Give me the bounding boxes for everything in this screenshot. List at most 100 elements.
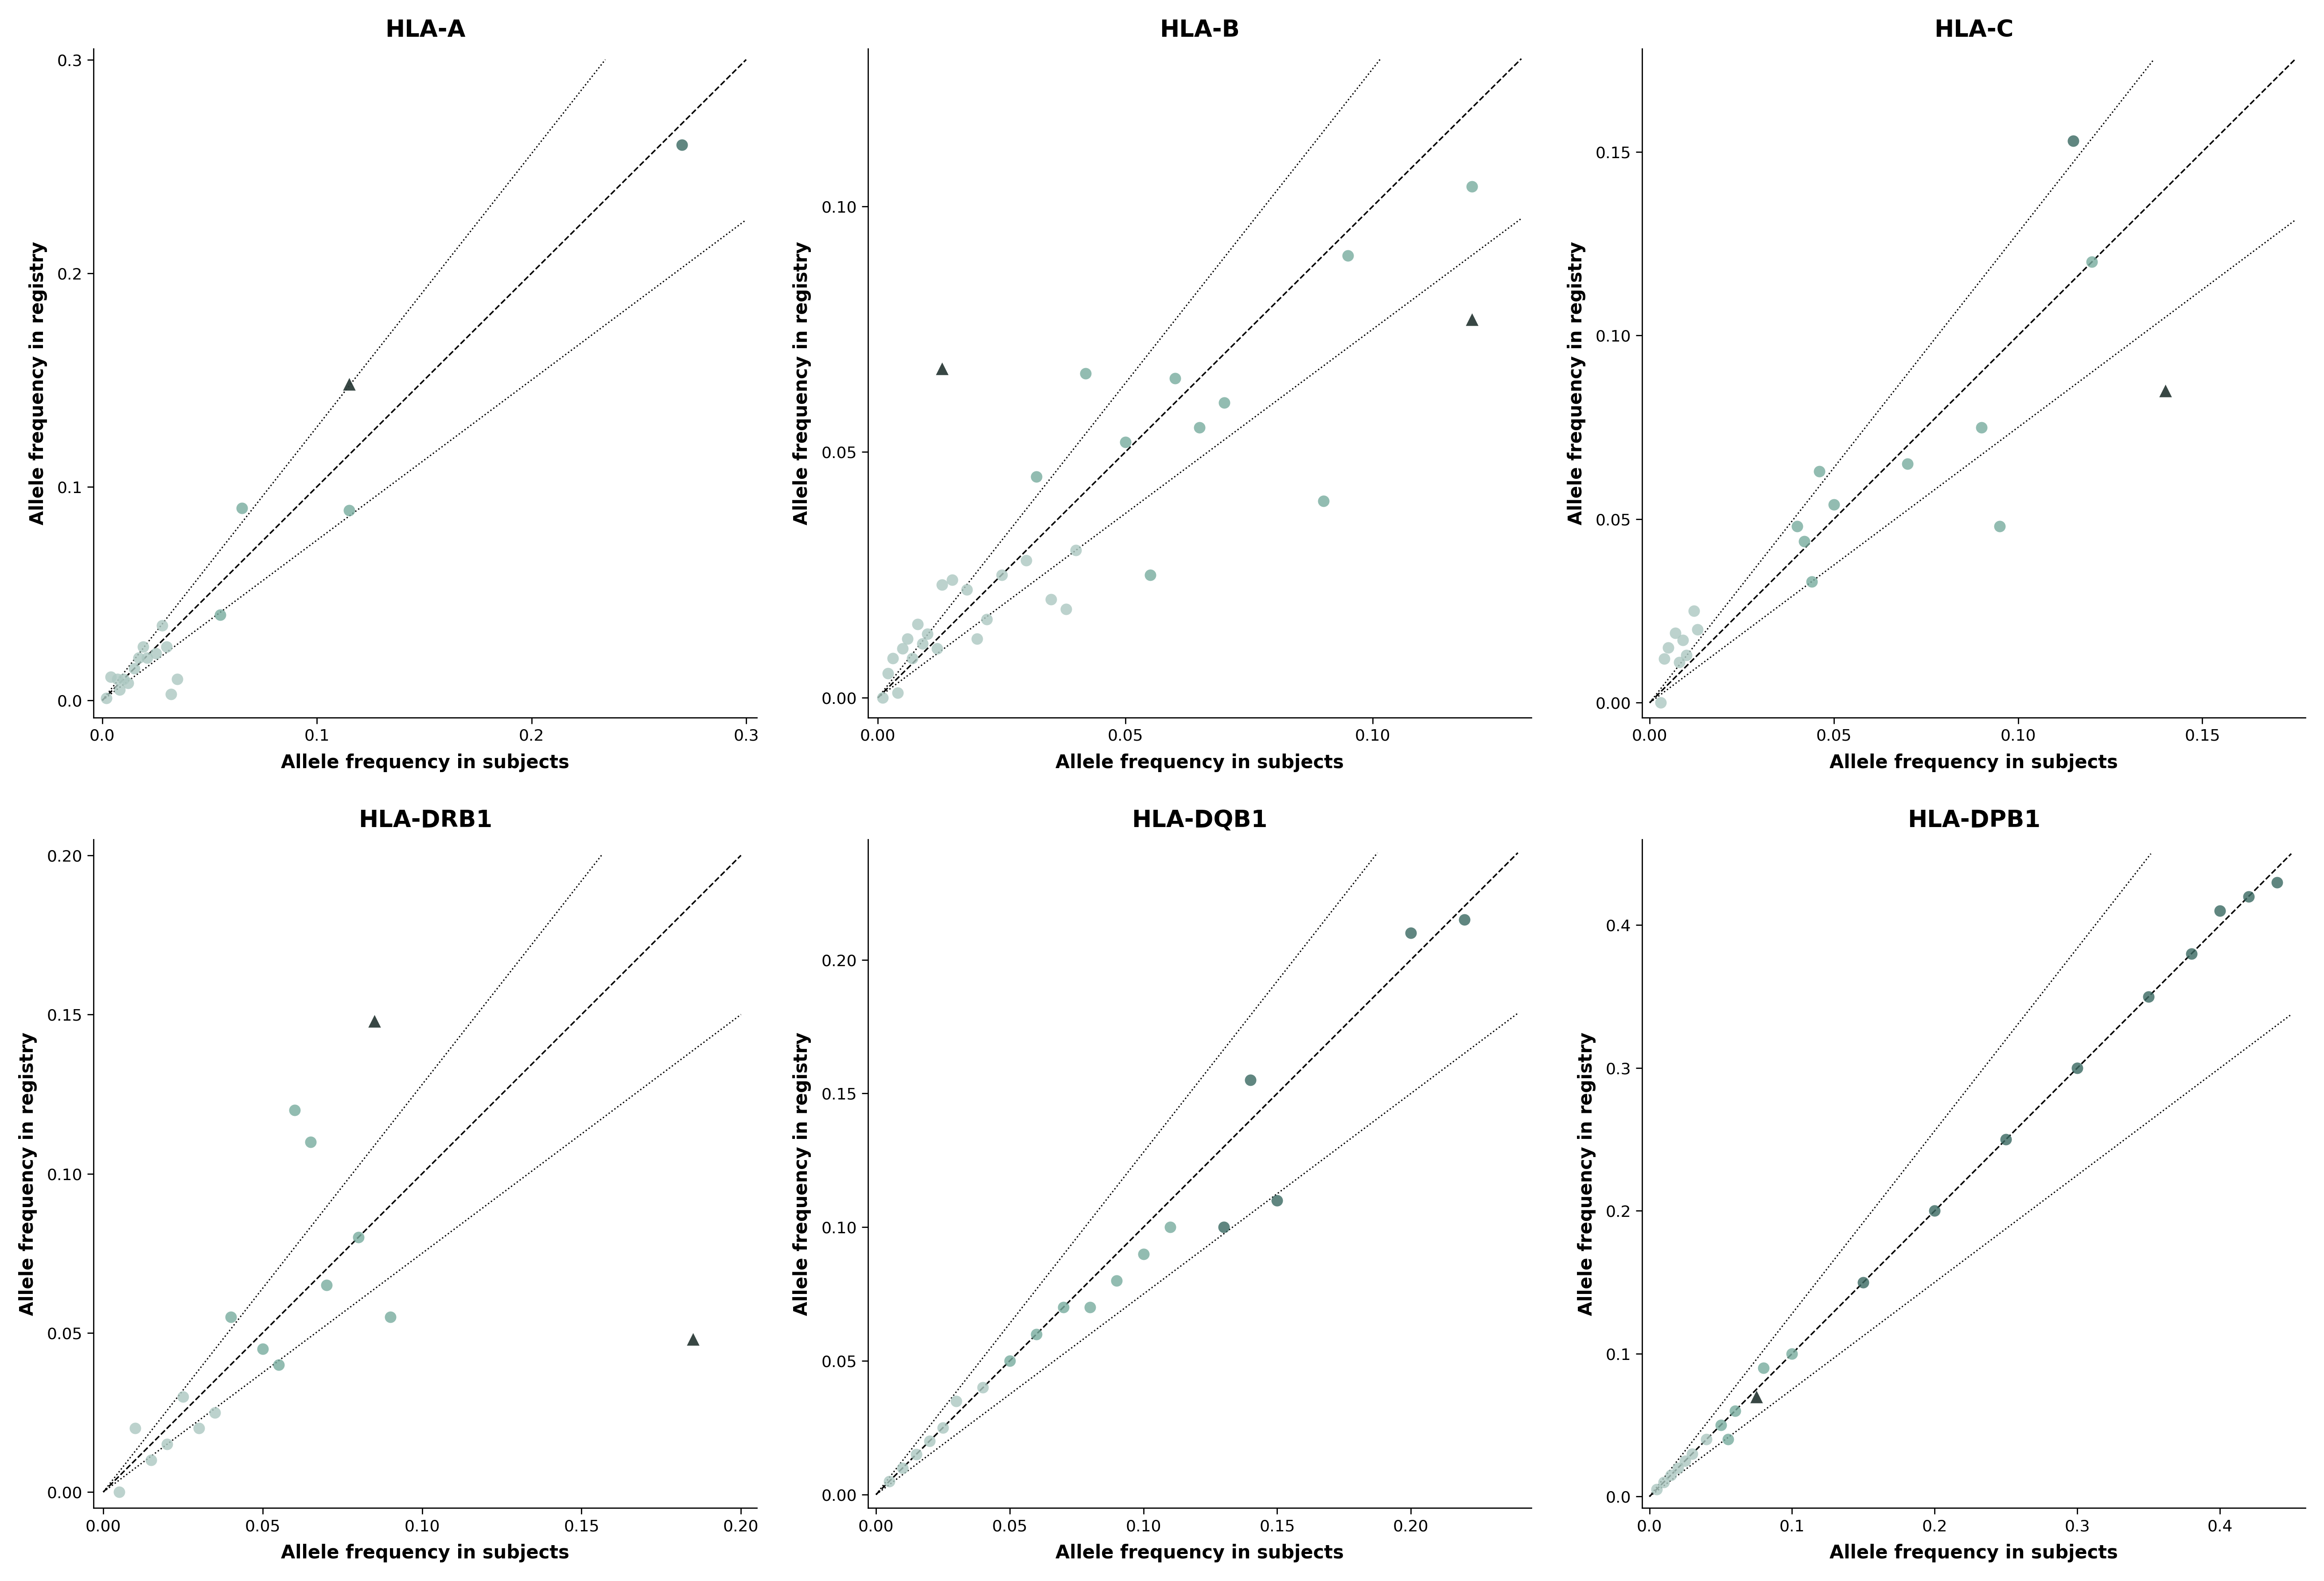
Point: [109, 670, 146, 696]
Point: [1889, 451, 1927, 476]
Point: [98, 666, 135, 691]
Point: [195, 1399, 232, 1424]
Point: [895, 645, 932, 670]
Point: [1794, 569, 1831, 594]
Point: [1915, 1198, 1952, 1224]
Point: [1260, 1187, 1297, 1213]
Point: [260, 1352, 297, 1377]
Y-axis label: Allele frequency in registry: Allele frequency in registry: [792, 242, 811, 525]
Point: [1738, 1383, 1776, 1409]
Point: [2201, 898, 2238, 923]
Point: [925, 1415, 962, 1440]
X-axis label: Allele frequency in subjects: Allele frequency in subjects: [1829, 754, 2117, 772]
Point: [1106, 430, 1143, 455]
X-axis label: Allele frequency in subjects: Allele frequency in subjects: [281, 1545, 569, 1562]
X-axis label: Allele frequency in subjects: Allele frequency in subjects: [1829, 1545, 2117, 1562]
Point: [872, 1469, 909, 1494]
Point: [1785, 528, 1822, 553]
Point: [1009, 547, 1046, 572]
Point: [2054, 128, 2092, 153]
Point: [1645, 647, 1683, 672]
Point: [1801, 458, 1838, 484]
Point: [293, 1129, 330, 1154]
Point: [2147, 378, 2185, 403]
Point: [1153, 1214, 1190, 1240]
Point: [869, 661, 906, 686]
Point: [911, 1429, 948, 1455]
Point: [121, 645, 158, 670]
Point: [153, 681, 191, 707]
Point: [93, 664, 130, 689]
Point: [1664, 628, 1701, 653]
Point: [1676, 598, 1713, 623]
Point: [1329, 243, 1367, 269]
Point: [2073, 250, 2110, 275]
Point: [983, 563, 1020, 588]
Point: [202, 602, 239, 628]
Point: [674, 1326, 711, 1352]
Point: [128, 645, 165, 670]
Point: [1018, 463, 1055, 489]
Point: [211, 1304, 249, 1330]
Point: [2173, 941, 2210, 966]
Point: [990, 1349, 1027, 1374]
Point: [116, 1415, 153, 1440]
Point: [1018, 1322, 1055, 1347]
Point: [137, 640, 174, 666]
Point: [1673, 1440, 1710, 1466]
Point: [2231, 884, 2268, 909]
Point: [1666, 1448, 1703, 1473]
Point: [934, 568, 971, 593]
Point: [964, 1375, 1002, 1401]
Point: [1652, 1462, 1690, 1488]
Point: [1206, 391, 1243, 416]
Point: [1304, 489, 1341, 514]
Point: [969, 607, 1006, 632]
Point: [874, 645, 911, 670]
Point: [1446, 907, 1483, 933]
Point: [1669, 642, 1706, 667]
Y-axis label: Allele frequency in registry: Allele frequency in registry: [28, 242, 46, 525]
Point: [1643, 691, 1680, 716]
X-axis label: Allele frequency in subjects: Allele frequency in subjects: [281, 754, 569, 772]
Point: [1067, 360, 1104, 386]
Point: [330, 372, 367, 397]
Point: [923, 572, 960, 598]
Point: [339, 1225, 376, 1251]
Point: [1645, 1470, 1683, 1496]
Point: [307, 1273, 344, 1298]
Title: HLA-A: HLA-A: [386, 19, 465, 41]
Point: [883, 636, 920, 661]
Y-axis label: Allele frequency in registry: Allele frequency in registry: [1566, 242, 1585, 525]
Point: [897, 1442, 934, 1467]
Point: [2259, 870, 2296, 895]
Point: [125, 634, 163, 659]
Point: [1662, 650, 1699, 675]
Point: [1392, 920, 1429, 945]
Point: [883, 1455, 920, 1480]
Point: [1708, 1426, 1745, 1451]
Y-axis label: Allele frequency in registry: Allele frequency in registry: [1578, 1032, 1597, 1315]
Point: [244, 1336, 281, 1361]
Point: [181, 1415, 218, 1440]
Point: [105, 666, 142, 691]
Point: [165, 1383, 202, 1409]
Point: [948, 577, 985, 602]
Point: [330, 498, 367, 523]
Point: [1773, 1341, 1810, 1366]
Point: [904, 631, 941, 656]
Point: [1452, 174, 1490, 199]
Point: [1048, 596, 1085, 621]
Point: [1987, 1127, 2024, 1153]
Point: [909, 621, 946, 647]
Point: [1125, 1241, 1162, 1266]
Point: [1745, 1355, 1783, 1380]
Point: [100, 1480, 137, 1505]
Point: [1657, 620, 1694, 645]
Point: [890, 626, 927, 651]
Point: [1678, 617, 1715, 642]
Point: [1964, 414, 2001, 440]
Point: [2131, 983, 2168, 1009]
Point: [88, 686, 125, 711]
Point: [100, 677, 137, 702]
